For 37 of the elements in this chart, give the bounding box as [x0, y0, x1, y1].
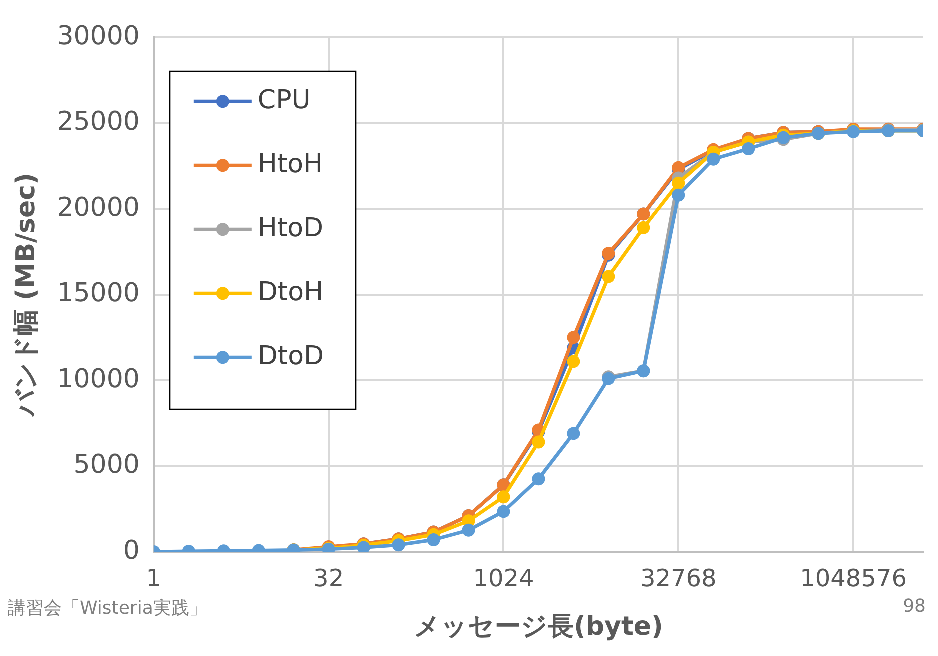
text: 講習会「Wisteria実践」: [8, 597, 208, 620]
y-tick-label: 30000: [57, 21, 140, 52]
point: [742, 142, 756, 156]
legend-label: HtoH: [258, 149, 324, 180]
point: [567, 331, 580, 344]
point: [672, 176, 686, 190]
legend-label: DtoH: [258, 277, 324, 308]
point: [602, 270, 616, 284]
x-tick-label: 1: [146, 564, 162, 593]
legend-label: HtoD: [258, 213, 324, 244]
point: [497, 505, 510, 518]
point: [427, 533, 440, 546]
point: [462, 524, 476, 537]
point: [532, 436, 546, 449]
x-tick-label: 32: [314, 564, 344, 593]
point: [567, 427, 580, 440]
y-tick-label: 0: [123, 536, 140, 566]
text: 98: [903, 596, 926, 617]
point: [672, 188, 686, 202]
y-tick-label: 25000: [57, 107, 140, 138]
x-tick-label: 32768: [640, 564, 717, 593]
y-tick-label: 15000: [57, 278, 140, 309]
point: [637, 221, 650, 234]
legend-label: DtoD: [258, 341, 324, 372]
point: [497, 490, 510, 504]
point: [567, 355, 580, 368]
point: [392, 538, 406, 552]
y-tick-label: 5000: [74, 450, 140, 480]
y-tick-label: 20000: [57, 192, 140, 223]
x-tick-label: 1048576: [800, 564, 907, 593]
x-tick-label: 1024: [473, 564, 534, 593]
point: [707, 152, 720, 166]
y-axis-title: バンド幅 (MB/sec): [11, 173, 42, 419]
x-axis-title: メッセージ長(byte): [414, 612, 664, 642]
legend-label: CPU: [258, 85, 311, 116]
point: [532, 472, 546, 486]
y-tick-label: 10000: [57, 364, 140, 394]
